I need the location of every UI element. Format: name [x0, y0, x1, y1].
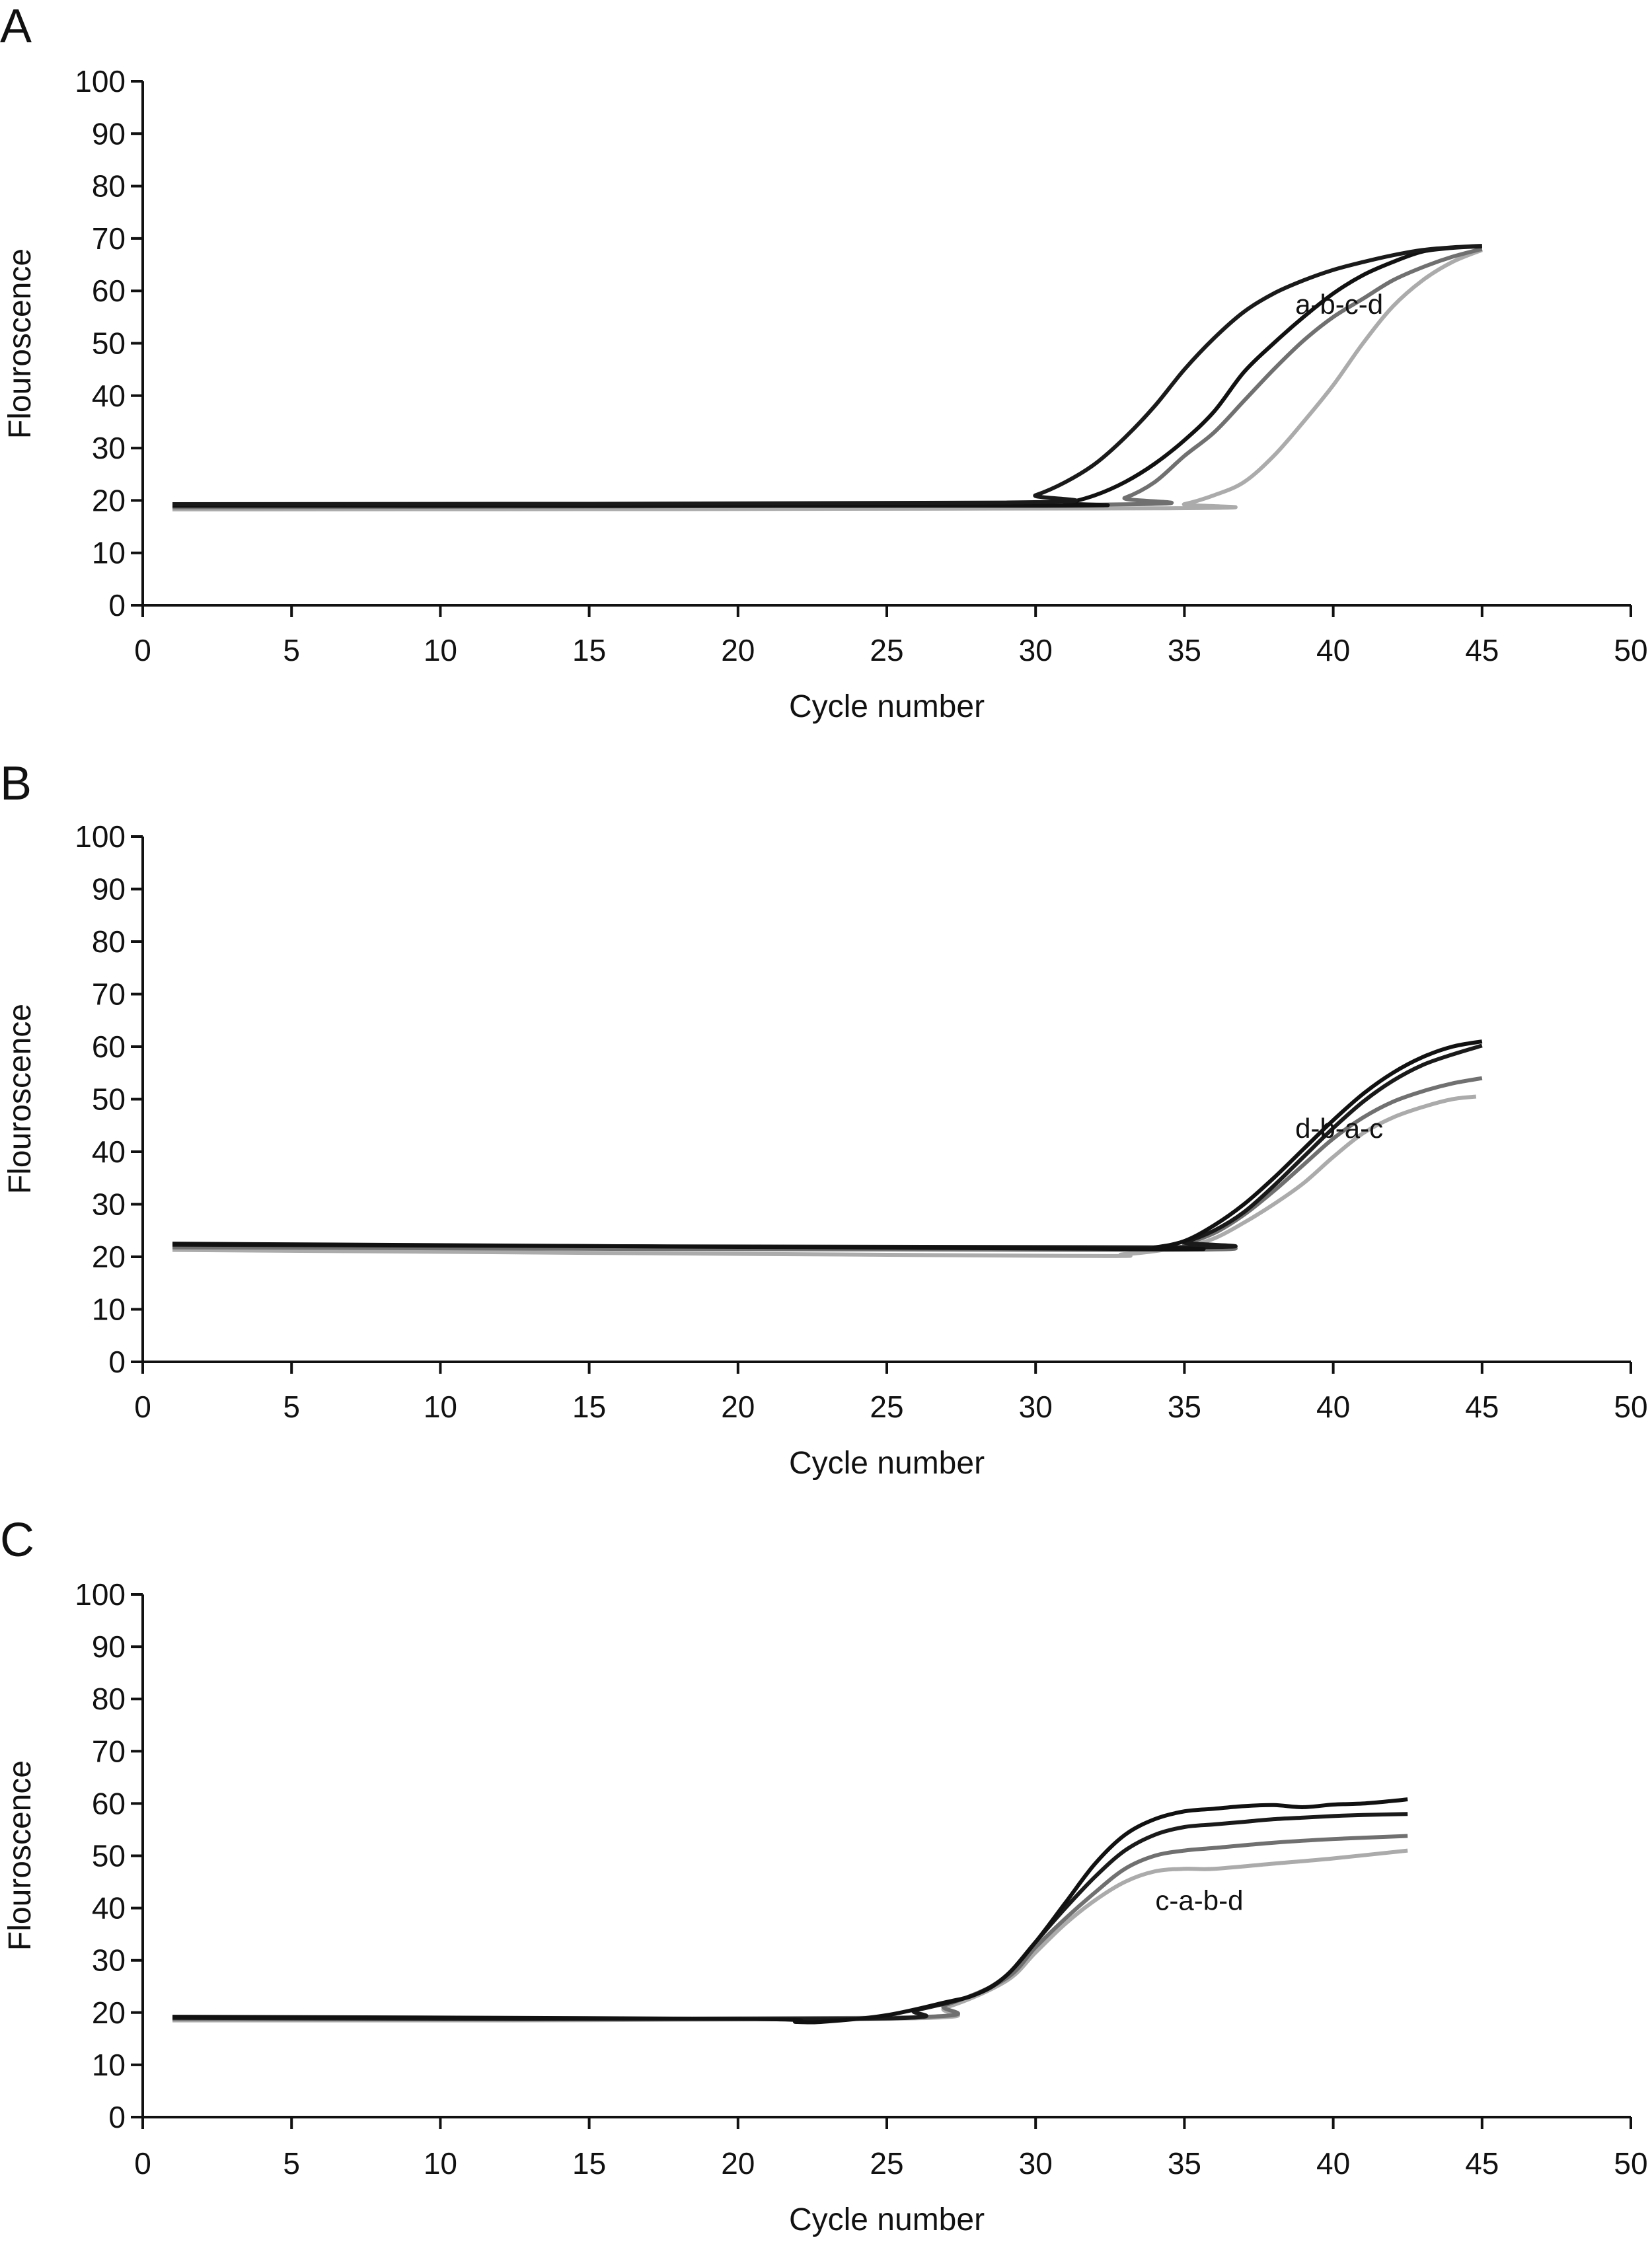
y-tick-label: 50 — [92, 1082, 126, 1117]
x-tick-label: 10 — [424, 2146, 457, 2181]
x-tick-label: 45 — [1465, 633, 1499, 667]
panel-c: C Cycle number Flouroscence 0 5 10 15 20 25 30… — [0, 1514, 1648, 2237]
x-tick-label: 10 — [424, 633, 457, 667]
y-tick-label: 60 — [92, 274, 126, 308]
series-line-2 — [172, 1076, 1483, 1252]
y-tick-label: 50 — [92, 1839, 126, 1873]
x-tick-label: 45 — [1465, 2146, 1499, 2181]
x-tick-label: 50 — [1614, 2146, 1647, 2181]
panel-b: B Cycle number Flouroscence 0 5 10 15 20 25 30… — [0, 757, 1648, 1481]
y-tick-label: 80 — [92, 169, 126, 204]
y-tick-label: 40 — [92, 1135, 126, 1169]
x-tick-label: 30 — [1019, 2146, 1053, 2181]
x-tick-label: 0 — [134, 2146, 151, 2181]
x-tick-label: 35 — [1168, 1390, 1201, 1424]
x-tick-label: 25 — [870, 2146, 903, 2181]
y-tick-label: 70 — [92, 221, 126, 256]
y-tick-label: 20 — [92, 1996, 126, 2030]
x-axis-title: Cycle number — [789, 1446, 985, 1481]
x-tick-label: 5 — [283, 633, 300, 667]
x-tick-label: 30 — [1019, 1390, 1053, 1424]
x-tick-label: 0 — [134, 1390, 151, 1424]
x-tick-label: 20 — [721, 633, 755, 667]
x-tick-label: 20 — [721, 2146, 755, 2181]
series-line-3 — [172, 1094, 1477, 1258]
x-axis-title: Cycle number — [789, 2202, 985, 2237]
x-axis-title: Cycle number — [789, 689, 985, 724]
series-line-0 — [172, 1039, 1483, 1252]
series-line-0 — [172, 1797, 1408, 2025]
y-tick-label: 30 — [92, 1187, 126, 1222]
y-tick-label: 20 — [92, 483, 126, 517]
y-tick-label: 40 — [92, 1891, 126, 1925]
x-tick-label: 0 — [134, 633, 151, 667]
y-tick-label: 80 — [92, 1682, 126, 1716]
y-tick-label: 60 — [92, 1029, 126, 1064]
y-tick-label: 80 — [92, 924, 126, 959]
x-tick-label: 35 — [1168, 2146, 1201, 2181]
x-tick-label: 50 — [1614, 633, 1647, 667]
y-tick-label: 0 — [108, 588, 126, 622]
x-tick-label: 35 — [1168, 633, 1201, 667]
x-tick-label: 15 — [572, 633, 606, 667]
series-line-0 — [172, 244, 1482, 506]
series-line-2 — [172, 1834, 1408, 2021]
series-line-1 — [172, 1043, 1483, 1250]
panel-label: B — [0, 757, 32, 810]
x-tick-label: 20 — [721, 1390, 755, 1424]
y-tick-label: 50 — [92, 326, 126, 361]
x-tick-label: 40 — [1316, 2146, 1350, 2181]
y-tick-label: 70 — [92, 1734, 126, 1768]
y-tick-label: 100 — [75, 1577, 126, 1612]
panel-a: A Cycle number Flouroscence 0 5 10 15 20 25 30… — [0, 0, 1648, 724]
y-tick-label: 90 — [92, 872, 126, 907]
x-tick-label: 15 — [572, 2146, 606, 2181]
y-tick-label: 10 — [92, 1292, 126, 1327]
x-tick-label: 25 — [870, 1390, 903, 1424]
x-tick-label: 15 — [572, 1390, 606, 1424]
y-tick-label: 100 — [75, 64, 126, 98]
series-line-1 — [172, 1812, 1408, 2021]
y-tick-label: 30 — [92, 431, 126, 465]
y-axis-title: Flouroscence — [3, 1004, 38, 1194]
y-tick-label: 0 — [108, 2100, 126, 2134]
x-tick-label: 30 — [1019, 633, 1053, 667]
x-tick-label: 10 — [424, 1390, 457, 1424]
y-tick-label: 0 — [108, 1345, 126, 1379]
x-tick-label: 40 — [1316, 633, 1350, 667]
panel-label: A — [0, 0, 32, 53]
curve-order-annotation: d-b-a-c — [1295, 1113, 1383, 1144]
y-tick-label: 90 — [92, 1629, 126, 1664]
y-tick-label: 10 — [92, 2048, 126, 2082]
y-tick-label: 70 — [92, 977, 126, 1012]
y-tick-label: 10 — [92, 536, 126, 570]
x-tick-label: 5 — [283, 2146, 300, 2181]
curve-order-annotation: a-b-c-d — [1295, 289, 1383, 320]
series-line-1 — [172, 244, 1482, 508]
y-tick-label: 90 — [92, 116, 126, 151]
y-tick-label: 40 — [92, 379, 126, 413]
curve-order-annotation: c-a-b-d — [1155, 1885, 1243, 1916]
x-tick-label: 40 — [1316, 1390, 1350, 1424]
y-tick-label: 60 — [92, 1786, 126, 1820]
x-tick-label: 50 — [1614, 1390, 1647, 1424]
panel-label: C — [0, 1514, 34, 1567]
y-tick-label: 20 — [92, 1240, 126, 1274]
y-axis-title: Flouroscence — [3, 1760, 38, 1951]
y-tick-label: 100 — [75, 819, 126, 854]
y-tick-label: 30 — [92, 1943, 126, 1978]
x-tick-label: 25 — [870, 633, 903, 667]
series-line-3 — [172, 248, 1483, 511]
series-line-3 — [172, 1848, 1408, 2023]
x-tick-label: 45 — [1465, 1390, 1499, 1424]
y-axis-title: Flouroscence — [3, 248, 38, 439]
x-tick-label: 5 — [283, 1390, 300, 1424]
